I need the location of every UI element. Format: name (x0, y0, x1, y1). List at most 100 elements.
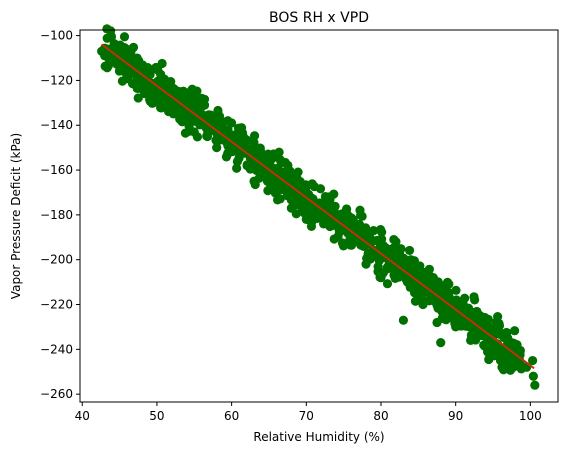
data-point (415, 291, 425, 302)
x-tick-label: 40 (75, 409, 90, 423)
x-axis-label: Relative Humidity (%) (253, 430, 384, 444)
data-point (374, 255, 384, 266)
y-tick-label: −160 (40, 163, 73, 177)
data-point (436, 338, 446, 348)
data-point (271, 181, 281, 191)
x-axis-ticks: 40 50 60 70 80 90 100 (75, 402, 542, 423)
y-tick-label: −240 (40, 342, 73, 356)
y-tick-label: −260 (40, 387, 73, 401)
y-axis-ticks: −100 −120 −140 −160 −180 −200 −220 −240 −260 (40, 29, 80, 401)
data-point (345, 240, 356, 250)
data-point (230, 130, 240, 140)
data-point (368, 248, 378, 258)
data-point (437, 306, 447, 317)
data-point (451, 285, 461, 295)
data-point (382, 279, 393, 289)
data-point (297, 204, 308, 214)
data-point (154, 97, 164, 107)
data-point (530, 380, 540, 390)
data-point (250, 179, 260, 190)
data-point (148, 91, 158, 101)
y-tick-label: −200 (40, 253, 73, 267)
y-tick-label: −120 (40, 73, 73, 87)
data-point (394, 248, 405, 258)
data-point (231, 146, 241, 156)
data-point (192, 132, 202, 142)
data-point (234, 153, 244, 163)
data-point (355, 205, 365, 215)
data-point (222, 149, 233, 160)
data-point (252, 165, 262, 176)
data-point (232, 163, 242, 173)
data-point (311, 208, 321, 218)
data-point (444, 292, 454, 303)
data-point (329, 234, 339, 244)
data-point (422, 268, 432, 279)
data-point (156, 69, 166, 79)
data-point (375, 241, 385, 251)
data-point (301, 195, 311, 205)
data-point (206, 119, 216, 129)
y-tick-label: −140 (40, 118, 73, 132)
data-point (104, 53, 114, 63)
data-point (242, 161, 252, 171)
data-point (263, 186, 273, 196)
data-point (158, 77, 168, 87)
x-tick-label: 80 (373, 409, 388, 423)
x-tick-label: 90 (448, 409, 463, 423)
plot-frame (79, 29, 559, 403)
data-point (399, 256, 409, 266)
data-point (291, 209, 301, 219)
data-point (512, 357, 522, 367)
data-point (171, 85, 181, 96)
data-point (144, 67, 154, 77)
data-point (375, 224, 386, 235)
data-point (404, 245, 415, 256)
data-point (128, 42, 139, 52)
data-point (494, 321, 505, 331)
data-point (320, 191, 331, 202)
y-tick-label: −180 (40, 208, 73, 222)
data-point (499, 329, 509, 339)
data-point (262, 173, 272, 183)
data-point (497, 353, 507, 363)
data-point (476, 330, 487, 341)
data-point (139, 88, 150, 99)
data-point (119, 32, 130, 42)
data-point (325, 221, 335, 231)
data-point (398, 315, 408, 325)
data-point (117, 76, 128, 86)
data-point (133, 93, 143, 103)
data-point (102, 24, 112, 34)
y-axis-label: Vapor Pressure Deficit (kPa) (9, 133, 23, 299)
data-point (180, 128, 191, 138)
data-point (465, 306, 475, 317)
data-point (330, 201, 340, 211)
data-point (415, 261, 425, 271)
data-point (528, 355, 538, 366)
data-point (484, 354, 494, 365)
data-points (97, 24, 540, 390)
data-point (179, 113, 189, 123)
data-point (249, 131, 260, 141)
data-point (214, 118, 225, 128)
data-point (192, 101, 203, 111)
data-point (368, 226, 379, 236)
data-point (510, 326, 520, 336)
x-tick-label: 100 (519, 409, 542, 423)
data-point (287, 192, 297, 203)
chart-title: BOS RH x VPD (269, 10, 369, 26)
data-point (483, 341, 493, 351)
data-point (237, 128, 248, 138)
data-point (434, 280, 444, 290)
data-point (362, 253, 372, 263)
data-point (528, 371, 538, 381)
data-point (315, 184, 326, 194)
data-point (128, 52, 138, 63)
data-point (270, 152, 280, 162)
data-point (138, 60, 148, 70)
data-point (498, 365, 509, 375)
x-tick-label: 60 (224, 409, 239, 423)
data-point (469, 292, 479, 302)
